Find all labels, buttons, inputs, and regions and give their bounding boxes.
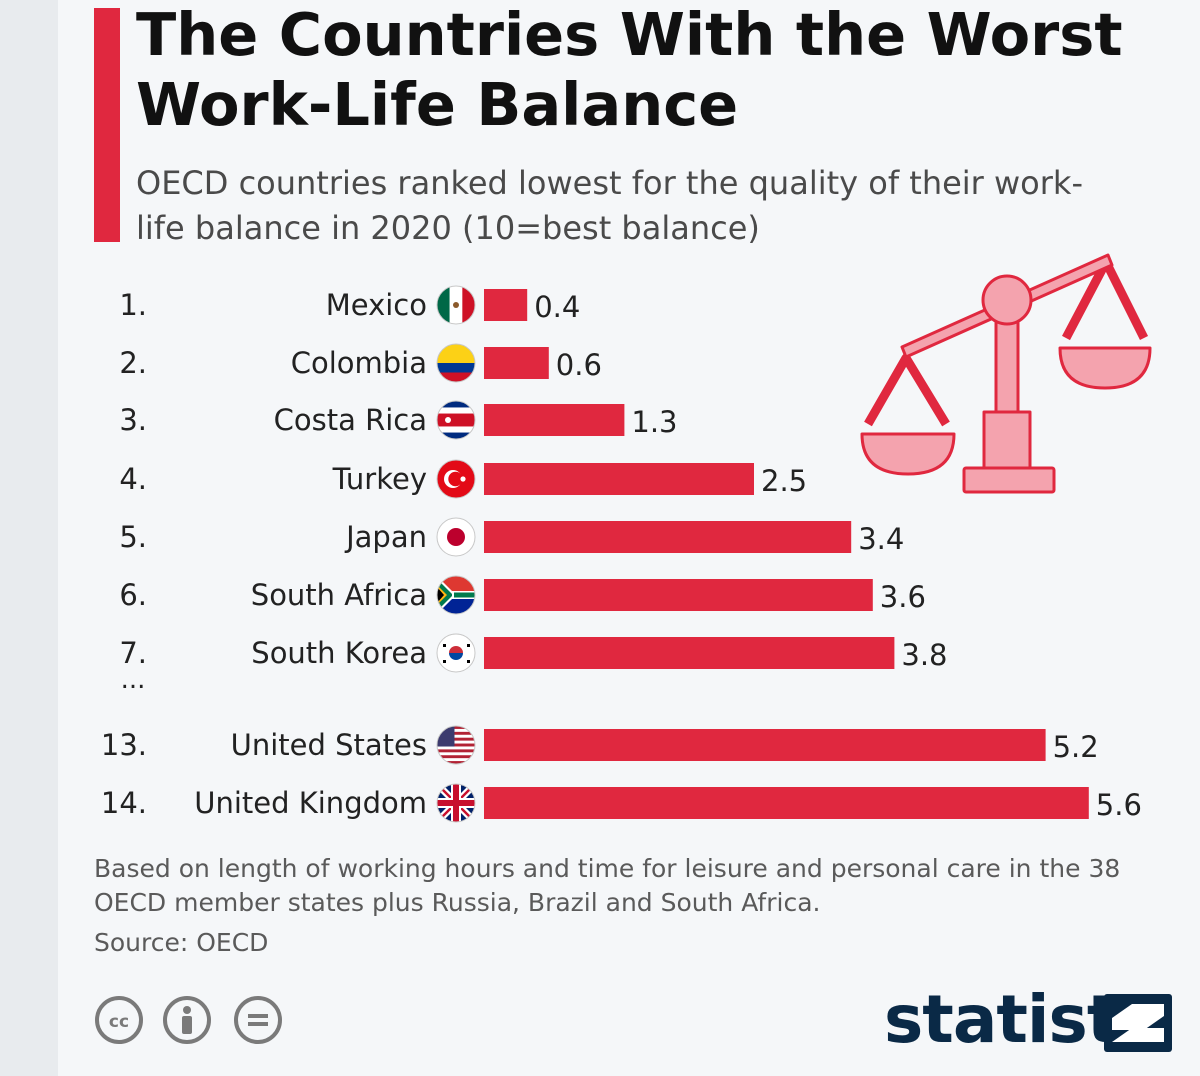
country-label: Mexico bbox=[326, 288, 427, 322]
bar bbox=[484, 729, 1046, 761]
colombia-flag-icon bbox=[436, 343, 476, 383]
cc-license-icon[interactable]: cc bbox=[95, 996, 143, 1044]
value-label: 0.4 bbox=[534, 290, 580, 324]
rank-label: 7. bbox=[119, 636, 147, 670]
statista-logo-icon[interactable] bbox=[1104, 994, 1172, 1052]
turkey-flag-icon bbox=[436, 459, 476, 499]
no-derivatives-icon[interactable] bbox=[234, 996, 282, 1044]
country-label: Turkey bbox=[332, 462, 427, 496]
value-label: 3.4 bbox=[858, 522, 904, 556]
attribution-icon[interactable] bbox=[163, 996, 211, 1044]
value-label: 5.6 bbox=[1096, 788, 1142, 822]
country-label: United States bbox=[231, 728, 427, 762]
bar bbox=[484, 521, 852, 553]
chart-subtitle: OECD countries ranked lowest for the qua… bbox=[136, 164, 1083, 247]
chart-title: The Countries With the Worst Work-Life B… bbox=[136, 0, 1123, 139]
country-label: South Korea bbox=[251, 636, 427, 670]
value-label: 3.6 bbox=[880, 580, 926, 614]
south-africa-flag-icon bbox=[436, 575, 476, 615]
united-states-flag-icon bbox=[436, 725, 476, 765]
rank-label: 4. bbox=[119, 462, 147, 496]
rank-label: 14. bbox=[101, 786, 147, 820]
country-label: South Africa bbox=[251, 578, 427, 612]
rank-label: 3. bbox=[119, 403, 147, 437]
rank-label: 1. bbox=[119, 288, 147, 322]
bar bbox=[484, 787, 1089, 819]
rank-label: 6. bbox=[119, 578, 147, 612]
footnote: Based on length of working hours and tim… bbox=[94, 854, 1121, 917]
bar bbox=[484, 637, 895, 669]
rank-label: 13. bbox=[101, 728, 147, 762]
bar-chart: ... 1. Mexico 0.4 2. Colombia 0.6 3. Costa Rica… bbox=[101, 253, 1152, 823]
value-label: 5.2 bbox=[1053, 730, 1099, 764]
mexico-flag-icon bbox=[436, 285, 476, 325]
value-label: 0.6 bbox=[556, 348, 602, 382]
title-accent-bar bbox=[94, 8, 120, 242]
bar bbox=[484, 347, 549, 379]
country-label: Japan bbox=[344, 520, 427, 554]
source-note: Source: OECD bbox=[94, 928, 269, 957]
japan-flag-icon bbox=[436, 517, 476, 557]
bar bbox=[484, 404, 625, 436]
bar bbox=[484, 289, 528, 321]
value-label: 2.5 bbox=[761, 464, 807, 498]
rank-label: 2. bbox=[119, 346, 147, 380]
costa-rica-flag-icon bbox=[436, 400, 476, 440]
value-label: 1.3 bbox=[631, 405, 677, 439]
bar bbox=[484, 463, 754, 495]
rank-ellipsis: ... bbox=[121, 665, 146, 695]
country-label: United Kingdom bbox=[194, 786, 427, 820]
country-label: Costa Rica bbox=[274, 403, 427, 437]
value-label: 3.8 bbox=[901, 638, 947, 672]
bar bbox=[484, 579, 873, 611]
scale-of-justice-icon bbox=[860, 253, 1152, 494]
south-korea-flag-icon bbox=[436, 633, 476, 673]
country-label: Colombia bbox=[291, 346, 427, 380]
united-kingdom-flag-icon bbox=[436, 783, 476, 823]
svg-text:cc: cc bbox=[109, 1012, 129, 1032]
rank-label: 5. bbox=[119, 520, 147, 554]
